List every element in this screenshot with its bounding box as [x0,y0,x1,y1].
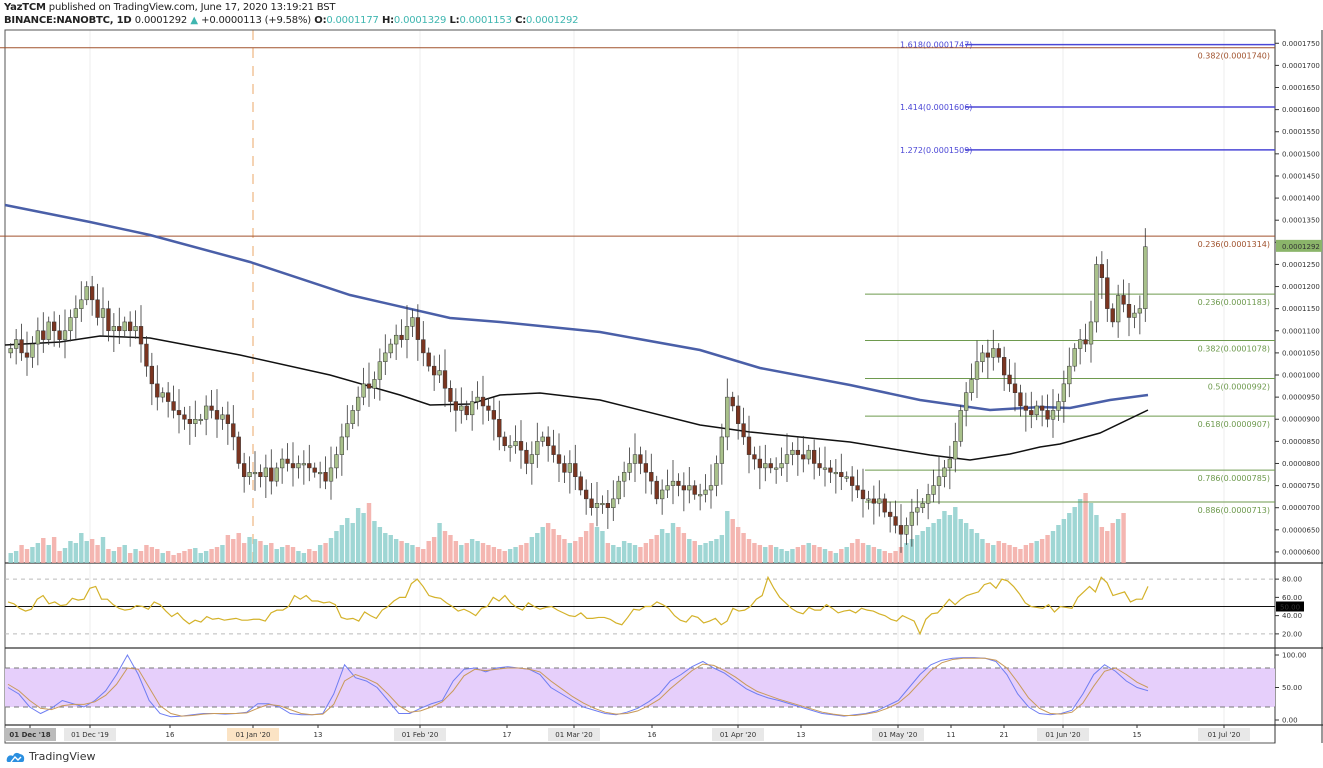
svg-text:0.0001600: 0.0001600 [1282,106,1320,114]
svg-text:0.00: 0.00 [1282,717,1298,725]
svg-text:11: 11 [947,731,956,739]
last-price: 0.0001292 [134,15,188,26]
svg-text:01 Dec '18: 01 Dec '18 [9,731,50,739]
svg-text:0.236(0.0001183): 0.236(0.0001183) [1198,298,1270,307]
svg-text:20.00: 20.00 [1282,630,1302,638]
symbol-label: BINANCE:NANOBTC, 1D [4,15,132,26]
svg-text:0.0000750: 0.0000750 [1282,482,1320,490]
moving-averages [4,203,1149,461]
svg-text:0.236(0.0001314): 0.236(0.0001314) [1198,240,1270,249]
svg-text:0.786(0.0000785): 0.786(0.0000785) [1198,474,1270,483]
svg-text:21: 21 [1000,731,1009,739]
svg-text:1.618(0.0001747): 1.618(0.0001747) [900,41,972,50]
svg-text:01 Jan '20: 01 Jan '20 [236,731,271,739]
svg-text:0.0000850: 0.0000850 [1282,438,1320,446]
svg-text:0.0001250: 0.0001250 [1282,261,1320,269]
svg-text:0.618(0.0000907): 0.618(0.0000907) [1198,420,1270,429]
svg-text:0.0001650: 0.0001650 [1282,84,1320,92]
svg-text:80.00: 80.00 [1282,576,1302,584]
price-candles [8,228,1148,553]
svg-text:0.886(0.0000713): 0.886(0.0000713) [1198,506,1270,515]
svg-text:0.0001550: 0.0001550 [1282,128,1320,136]
svg-text:01 Apr '20: 01 Apr '20 [720,731,756,739]
svg-text:0.0001750: 0.0001750 [1282,40,1320,48]
fibonacci-levels[interactable]: 1.618(0.0001747) 0.382(0.0001740) 1.414(0.… [0,41,1275,515]
svg-text:0.0001000: 0.0001000 [1282,372,1320,380]
time-axis[interactable]: 01 Dec '18 01 Dec '19 16 01 Jan '20 13 01 Feb… [4,725,1250,741]
svg-text:0.0001400: 0.0001400 [1282,195,1320,203]
svg-text:0.0000650: 0.0000650 [1282,526,1320,534]
logo-text: TradingView [29,750,96,763]
svg-text:0.0001292: 0.0001292 [1282,243,1320,251]
grid-lines [89,30,1225,725]
svg-text:100.00: 100.00 [1282,652,1307,660]
svg-text:1.414(0.0001606): 1.414(0.0001606) [900,103,972,112]
svg-text:1.272(0.0001509): 1.272(0.0001509) [900,146,972,155]
svg-text:0.0000800: 0.0000800 [1282,460,1320,468]
stoch-rsi-pane: 100.00 50.00 0.00 [5,652,1307,725]
svg-text:01 Feb '20: 01 Feb '20 [402,731,439,739]
svg-text:50.00: 50.00 [1282,684,1302,692]
svg-text:0.382(0.0001078): 0.382(0.0001078) [1198,345,1270,354]
open-value: 0.0001177 [326,15,379,26]
price-axis[interactable]: 0.0001750 0.0001700 0.0001650 0.0001600 0.00… [1275,40,1322,557]
tradingview-logo[interactable]: TradingView [6,750,95,763]
svg-text:0.5(0.0000992): 0.5(0.0000992) [1208,383,1270,392]
svg-text:01 Dec '19: 01 Dec '19 [71,731,109,739]
close-value: 0.0001292 [526,15,579,26]
svg-text:17: 17 [503,731,512,739]
svg-text:0.0000700: 0.0000700 [1282,504,1320,512]
svg-text:0.0001700: 0.0001700 [1282,62,1320,70]
close-label: C: [515,15,527,26]
svg-text:0.0001200: 0.0001200 [1282,283,1320,291]
svg-text:01 Jul '20: 01 Jul '20 [1208,731,1241,739]
rsi-pane: 80.00 60.00 40.00 20.00 50.00 [5,576,1304,638]
price-change: +0.0000113 (+9.58%) [201,15,311,26]
svg-text:0.0001100: 0.0001100 [1282,327,1320,335]
publisher-name: YazTCM [4,2,46,13]
up-arrow-icon: ▲ [190,15,198,26]
svg-text:01 May '20: 01 May '20 [879,731,918,739]
tradingview-cloud-icon [6,752,25,762]
high-label: H: [381,15,394,26]
svg-text:0.0001150: 0.0001150 [1282,305,1320,313]
open-label: O: [314,15,327,26]
low-value: 0.0001153 [459,15,512,26]
high-value: 0.0001329 [393,15,447,26]
svg-text:0.0001350: 0.0001350 [1282,217,1320,225]
publish-text: published on TradingView.com, June 17, 2… [48,2,336,13]
svg-text:13: 13 [314,731,323,739]
svg-text:0.0001050: 0.0001050 [1282,349,1320,357]
svg-text:0.0001450: 0.0001450 [1282,172,1320,180]
chart-frame [4,29,1323,744]
svg-text:50.00: 50.00 [1280,604,1300,612]
svg-text:0.0000600: 0.0000600 [1282,548,1320,556]
svg-text:0.0000900: 0.0000900 [1282,416,1320,424]
svg-text:15: 15 [1133,731,1142,739]
low-label: L: [449,15,460,26]
svg-text:13: 13 [797,731,806,739]
svg-text:16: 16 [648,731,657,739]
svg-text:01 Mar '20: 01 Mar '20 [555,731,592,739]
publish-info: YazTCM published on TradingView.com, Jun… [4,2,336,13]
svg-text:0.0001500: 0.0001500 [1282,150,1320,158]
svg-text:16: 16 [166,731,175,739]
svg-text:0.0000950: 0.0000950 [1282,394,1320,402]
symbol-info-bar: BINANCE:NANOBTC, 1D 0.0001292 ▲ +0.00001… [4,15,578,26]
svg-text:01 Jun '20: 01 Jun '20 [1045,731,1080,739]
svg-text:40.00: 40.00 [1282,612,1302,620]
svg-text:0.382(0.0001740): 0.382(0.0001740) [1198,52,1270,61]
svg-text:60.00: 60.00 [1282,594,1302,602]
volume-bars [8,493,1126,563]
